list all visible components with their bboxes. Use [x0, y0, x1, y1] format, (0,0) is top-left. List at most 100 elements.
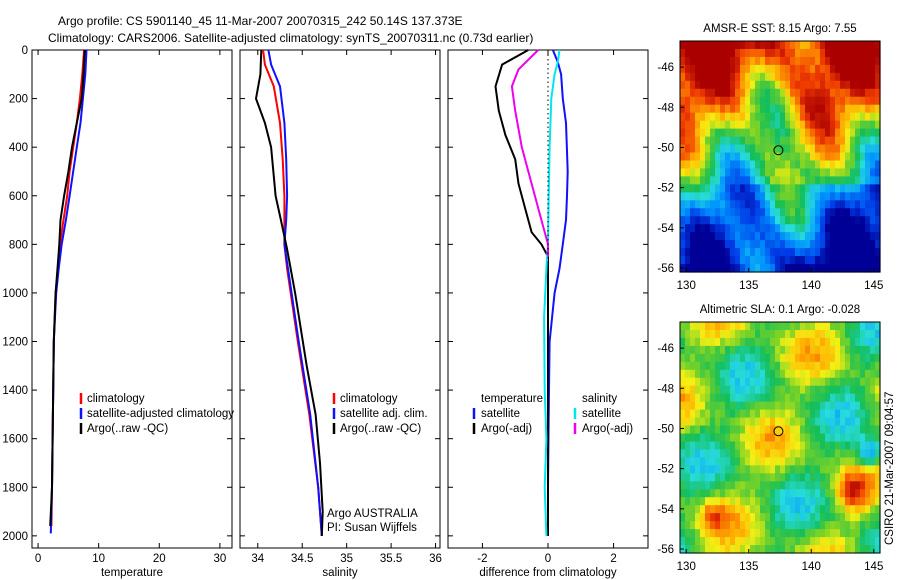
- map-cell: [860, 361, 866, 371]
- map-cell: [685, 513, 691, 522]
- map-cell: [745, 529, 751, 538]
- map-cell: [725, 224, 731, 233]
- map-cell: [755, 64, 761, 74]
- map-cell: [730, 168, 736, 178]
- map-cell: [805, 64, 811, 74]
- map-cell: [685, 545, 691, 554]
- map-cell: [715, 473, 721, 482]
- map-cell: [690, 72, 696, 82]
- y-tick-label: 600: [9, 191, 28, 203]
- map-cell: [760, 232, 766, 241]
- map-cell: [805, 545, 811, 554]
- map-cell: [830, 433, 836, 443]
- map-cell: [855, 497, 861, 506]
- map-cell: [775, 441, 781, 451]
- map-cell: [875, 385, 881, 395]
- map-cell: [830, 184, 836, 193]
- map-cell: [740, 48, 746, 58]
- map-cell: [870, 192, 876, 201]
- map-cell: [800, 329, 806, 339]
- map-cell: [720, 425, 726, 435]
- map-cell: [770, 441, 776, 451]
- map-cell: [710, 457, 716, 466]
- map-cell: [785, 96, 791, 106]
- map-cell: [755, 361, 761, 371]
- map-cell: [845, 48, 851, 58]
- map-cell: [695, 425, 701, 435]
- map-cell: [695, 345, 701, 355]
- map-cell: [680, 136, 686, 146]
- map-cell: [745, 537, 751, 546]
- map-cell: [725, 401, 731, 411]
- map-cell: [680, 168, 686, 178]
- map-cell: [865, 176, 871, 185]
- map-cell: [805, 505, 811, 514]
- map-cell: [825, 513, 831, 522]
- map-cell: [740, 72, 746, 82]
- map-cell: [690, 184, 696, 193]
- map-cell: [835, 489, 841, 498]
- map-cell: [735, 48, 741, 58]
- map-cell: [875, 369, 881, 379]
- map-cell: [685, 345, 691, 355]
- map-cell: [860, 497, 866, 506]
- map-cell: [825, 168, 831, 178]
- map-cell: [710, 80, 716, 90]
- map-cell: [685, 160, 691, 170]
- map-cell: [820, 322, 826, 331]
- legend-label: Argo(..raw -QC): [87, 423, 168, 435]
- map-cell: [690, 513, 696, 522]
- map-cell: [755, 457, 761, 466]
- map-cell: [775, 168, 781, 178]
- map-cell: [710, 377, 716, 387]
- map-cell: [740, 417, 746, 427]
- map-cell: [760, 208, 766, 217]
- map-cell: [845, 80, 851, 90]
- map-cell: [820, 128, 826, 138]
- map-cell: [830, 409, 836, 419]
- map-cell: [745, 521, 751, 530]
- map-cell: [775, 329, 781, 339]
- map-cell: [725, 545, 731, 554]
- map-cell: [700, 80, 706, 90]
- map-cell: [685, 329, 691, 339]
- argo-annotation: Argo AUSTRALIA: [327, 508, 418, 520]
- map-cell: [685, 41, 691, 50]
- map-cell: [715, 329, 721, 339]
- map-cell: [820, 176, 826, 185]
- map-cell: [780, 481, 786, 490]
- map-cell: [750, 96, 756, 106]
- map-cell: [730, 497, 736, 506]
- map-cell: [830, 505, 836, 514]
- map-cell: [775, 264, 781, 273]
- map-cell: [795, 72, 801, 82]
- map-cell: [870, 417, 876, 427]
- map-cell: [700, 537, 706, 546]
- map-cell: [740, 449, 746, 459]
- map-cell: [840, 345, 846, 355]
- map-cell: [865, 537, 871, 546]
- map-cell: [750, 537, 756, 546]
- map-cell: [690, 256, 696, 265]
- map-cell: [810, 72, 816, 82]
- map-cell: [840, 457, 846, 466]
- map-cell: [770, 337, 776, 347]
- map-cell: [695, 433, 701, 443]
- map-cell: [755, 369, 761, 379]
- map-cell: [810, 473, 816, 482]
- map-cell: [810, 441, 816, 451]
- map-cell: [770, 401, 776, 411]
- map-cell: [735, 96, 741, 106]
- map-cell: [735, 232, 741, 241]
- map-cell: [765, 232, 771, 241]
- map-cell: [695, 232, 701, 241]
- map-cell: [830, 393, 836, 403]
- map-cell: [680, 96, 686, 106]
- map-cell: [825, 256, 831, 265]
- map-cell: [870, 337, 876, 347]
- map-cell: [730, 48, 736, 58]
- map-cell: [740, 513, 746, 522]
- map-cell: [720, 264, 726, 273]
- map-cell: [790, 240, 796, 249]
- map-cell: [875, 144, 881, 154]
